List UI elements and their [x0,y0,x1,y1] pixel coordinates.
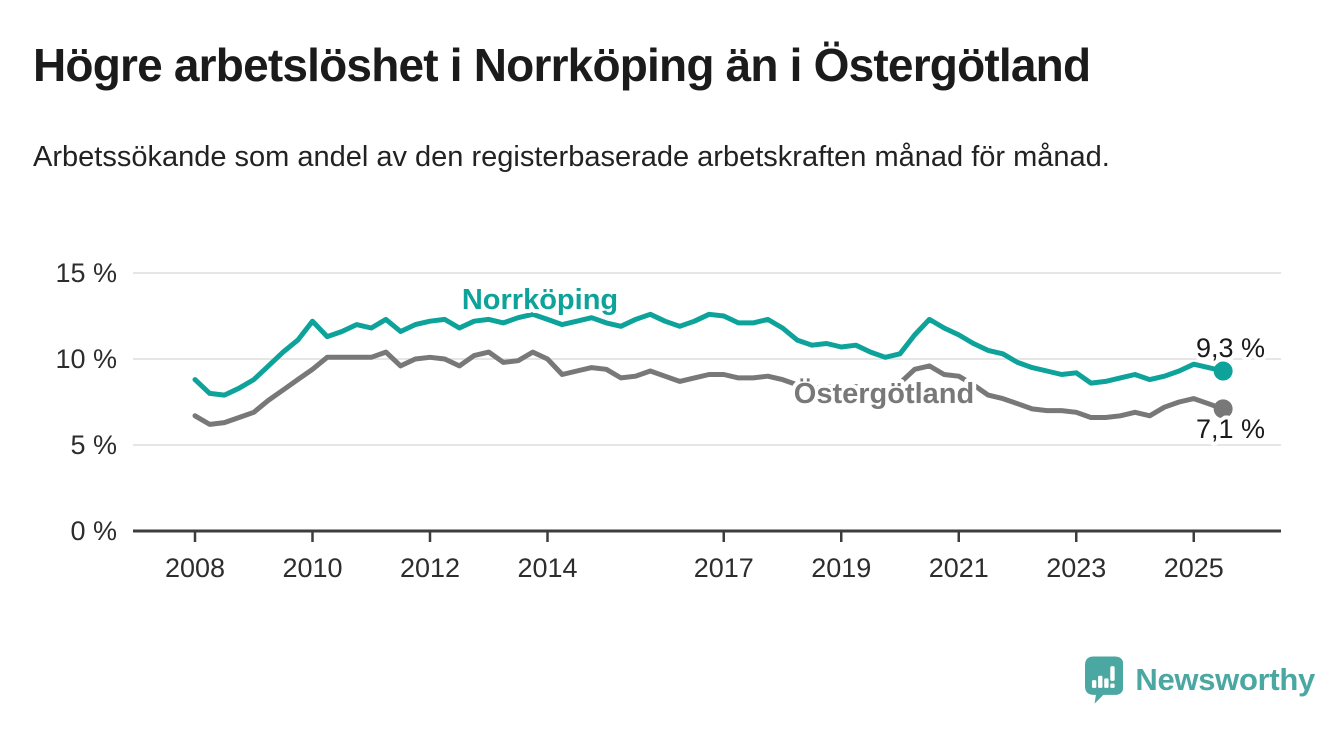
y-tick-label-0: 0 % [70,516,117,546]
x-tick-label-2014: 2014 [517,553,577,583]
logo-bar-1 [1091,679,1097,688]
end-value-label-Norrköping: 9,3 % [1196,333,1265,363]
y-tick-label-10: 10 % [55,344,117,374]
y-tick-label-15: 15 % [55,258,117,288]
chart-subtitle: Arbetssökande som andel av den registerb… [33,141,1110,173]
x-tick-label-2017: 2017 [694,553,754,583]
newsworthy-logo: Newsworthy [1085,652,1315,708]
series-label-Östergötland: Östergötland [794,377,974,410]
x-tick-label-2021: 2021 [929,553,989,583]
page-title: Högre arbetslöshet i Norrköping än i Öst… [33,39,1091,91]
end-value-label-Östergötland: 7,1 % [1196,414,1265,444]
x-tick-label-2023: 2023 [1046,553,1106,583]
series-endpoint-Norrköping [1213,361,1233,381]
logo-exclamation-dot [1110,683,1115,688]
logo-exclamation-bar [1110,665,1115,681]
x-tick-label-2010: 2010 [282,553,342,583]
series-label-Norrköping: Norrköping [462,284,618,316]
series-endpoint-Östergötland [1213,399,1233,419]
x-tick-label-2012: 2012 [400,553,460,583]
x-tick-label-2008: 2008 [165,553,225,583]
series-line-Norrköping [192,311,1226,398]
brand-name: Newsworthy [1135,662,1315,697]
x-tick-label-2019: 2019 [811,553,871,583]
unemployment-line-chart: 2008 2010 2012 2014 2017 2019 2021 2023 2025 0 % 5… [55,258,1281,583]
y-tick-label-5: 5 % [70,430,117,460]
logo-bar-3 [1104,677,1109,688]
logo-bar-2 [1098,675,1103,688]
newsworthy-logo-icon [1085,656,1124,704]
series-line-Östergötland [192,349,1226,427]
x-tick-label-2025: 2025 [1164,553,1224,583]
